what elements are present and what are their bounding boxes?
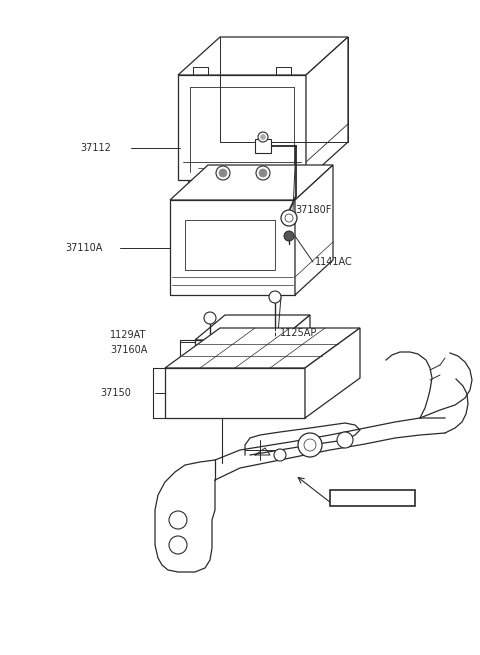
Text: 37110A: 37110A	[65, 243, 102, 253]
Circle shape	[258, 132, 268, 142]
Polygon shape	[178, 75, 306, 180]
Circle shape	[204, 312, 216, 324]
Polygon shape	[306, 37, 348, 180]
Circle shape	[169, 511, 187, 529]
Polygon shape	[305, 328, 360, 418]
Text: 37150: 37150	[100, 388, 131, 398]
Text: 37180F: 37180F	[295, 205, 331, 215]
Bar	[330, 490, 415, 506]
Polygon shape	[165, 328, 360, 368]
Polygon shape	[295, 165, 333, 295]
Bar	[185, 220, 275, 270]
Circle shape	[284, 231, 294, 241]
Polygon shape	[280, 315, 310, 360]
Circle shape	[281, 210, 297, 226]
Circle shape	[304, 439, 316, 451]
Circle shape	[337, 432, 353, 448]
Polygon shape	[178, 37, 348, 75]
Circle shape	[269, 291, 281, 303]
Circle shape	[298, 433, 322, 457]
Polygon shape	[170, 165, 333, 200]
Circle shape	[285, 214, 293, 222]
Circle shape	[274, 449, 286, 461]
Polygon shape	[170, 200, 295, 295]
Polygon shape	[165, 368, 305, 418]
Circle shape	[259, 169, 267, 177]
Circle shape	[261, 134, 265, 140]
Polygon shape	[195, 340, 280, 360]
Text: 1125AP: 1125AP	[280, 328, 317, 338]
Text: 37112: 37112	[80, 143, 111, 153]
Circle shape	[169, 536, 187, 554]
Text: 37160A: 37160A	[110, 345, 147, 355]
Polygon shape	[195, 315, 310, 340]
Text: 1129AT: 1129AT	[110, 330, 146, 340]
Bar	[255, 139, 271, 153]
Text: 1141AC: 1141AC	[315, 257, 353, 267]
Circle shape	[216, 166, 230, 180]
Text: REF.60-612: REF.60-612	[340, 493, 405, 503]
Circle shape	[256, 166, 270, 180]
Circle shape	[219, 169, 227, 177]
